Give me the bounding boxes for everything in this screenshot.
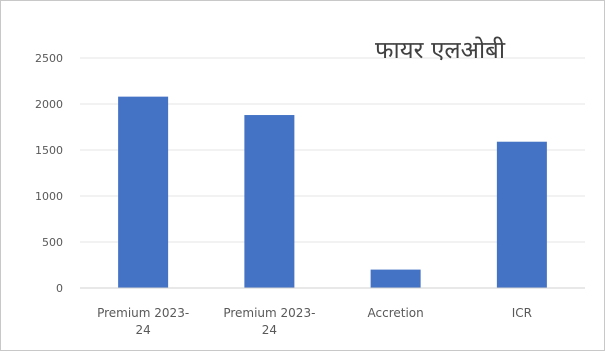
bar: [370, 269, 421, 288]
y-tick-label: 2500: [35, 52, 63, 65]
x-category-label: Premium 2023-24: [223, 306, 315, 337]
y-axis-ticks: 0 500 1000 1500 2000 2500: [35, 52, 63, 295]
bars: [118, 96, 547, 288]
bar: [496, 141, 547, 288]
y-tick-label: 500: [42, 236, 63, 249]
y-tick-label: 0: [56, 282, 63, 295]
chart-title: फायर एलओबी: [375, 36, 506, 64]
x-category-label: Accretion: [368, 306, 424, 320]
bar: [244, 115, 295, 288]
x-category-label: Premium 2023-24: [97, 306, 189, 337]
y-tick-label: 1000: [35, 190, 63, 203]
bar: [118, 96, 169, 288]
x-category-label: ICR: [512, 306, 532, 320]
y-tick-label: 2000: [35, 98, 63, 111]
category-labels: Premium 2023-24 Premium 2023-24 Accretion I…: [97, 306, 532, 337]
y-tick-label: 1500: [35, 144, 63, 157]
